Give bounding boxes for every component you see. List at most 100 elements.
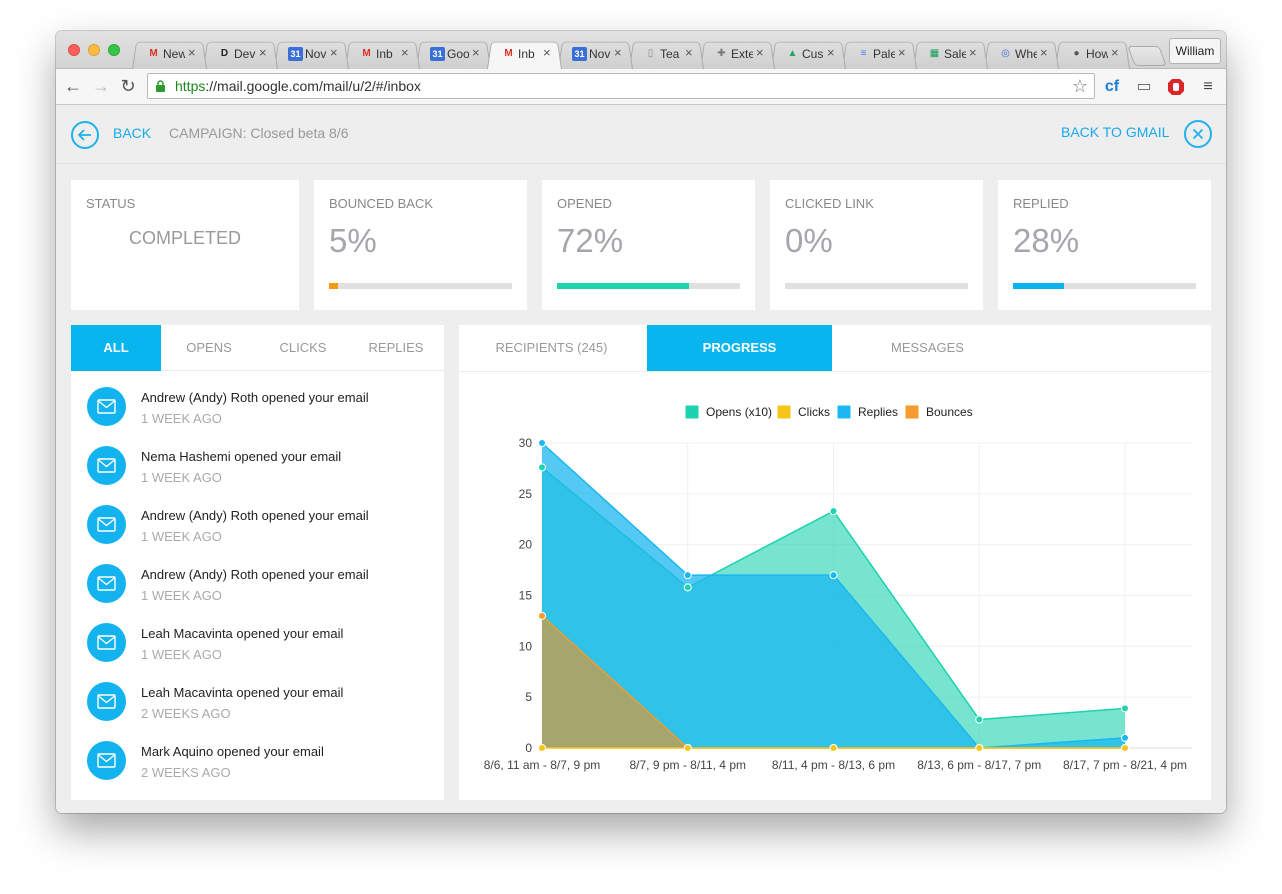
close-window-button[interactable] [68, 44, 80, 56]
tab-title: Nov [305, 47, 327, 61]
data-point [975, 715, 984, 724]
data-point [1121, 744, 1129, 752]
opened-card: OPENED 72% [542, 180, 755, 310]
browser-tab[interactable]: 31 Nov × [558, 38, 633, 69]
browser-tab[interactable]: M Inb × [345, 38, 420, 69]
tab-all[interactable]: ALL [71, 325, 161, 371]
tab-close-icon[interactable]: × [188, 45, 196, 60]
activity-item[interactable]: Mark Aquino opened your email 2 WEEKS AGO [71, 725, 444, 784]
puzzle-icon: ✚ [717, 48, 726, 59]
replied-progress-bar [1013, 283, 1196, 289]
forward-arrow-icon[interactable]: → [92, 76, 110, 96]
y-tick-label: 20 [519, 538, 533, 552]
activity-time: 1 WEEK AGO [141, 647, 222, 662]
data-point [538, 611, 546, 620]
cf-extension-icon[interactable]: cf [1104, 78, 1120, 95]
browser-tab[interactable]: ▦ Sale × [913, 38, 988, 69]
tab-title: Sale [944, 47, 966, 61]
tab-title: Cus [802, 47, 824, 61]
browser-tab[interactable]: 31 Goo × [416, 38, 491, 69]
activity-item[interactable]: Andrew (Andy) Roth opened your email 1 WE… [71, 489, 444, 548]
y-tick-label: 5 [525, 690, 532, 704]
browser-toolbar: ← → ↻ https://mail.google.com/mail/u/2/#… [56, 69, 1226, 105]
tab-close-icon[interactable]: × [330, 45, 338, 60]
close-circle-button[interactable] [1184, 120, 1212, 148]
campaign-title: CAMPAIGN: Closed beta 8/6 [169, 125, 349, 141]
browser-tab[interactable]: ▲ Cus × [771, 38, 846, 69]
tab-messages[interactable]: MESSAGES [891, 340, 964, 355]
tab-strip: M New × D Dev × 31 Nov × M Inb × 31 Goo × M Inb × 31 Nov × ▯ T… [56, 31, 1226, 69]
y-tick-label: 25 [519, 487, 533, 501]
legend-swatch [904, 404, 920, 420]
minimize-window-button[interactable] [88, 44, 100, 56]
cast-icon[interactable]: ▭ [1136, 78, 1152, 95]
data-point [829, 507, 838, 516]
back-to-gmail-button[interactable]: BACK TO GMAIL [1061, 124, 1170, 140]
tab-close-icon[interactable]: × [472, 45, 480, 60]
status-card: STATUS COMPLETED [71, 180, 299, 310]
browser-tab[interactable]: ◎ Whe × [984, 38, 1059, 69]
back-arrow-icon[interactable]: ← [64, 76, 82, 96]
activity-text: Leah Macavinta opened your email [141, 626, 344, 641]
activity-time: 2 WEEKS AGO [141, 706, 231, 721]
tab-close-icon[interactable]: × [969, 45, 977, 60]
address-bar[interactable]: https://mail.google.com/mail/u/2/#/inbox… [147, 73, 1095, 99]
opened-label: OPENED [557, 196, 612, 211]
bookmark-star-icon[interactable]: ☆ [1071, 76, 1088, 96]
data-point [829, 744, 838, 752]
profile-button[interactable]: William [1169, 38, 1221, 64]
tab-close-icon[interactable]: × [543, 45, 551, 60]
activity-item[interactable]: Nema Hashemi opened your email 1 WEEK AGO [71, 430, 444, 489]
activity-time: 1 WEEK AGO [141, 411, 222, 426]
activity-item[interactable]: Andrew (Andy) Roth opened your email 1 WE… [71, 548, 444, 607]
tab-close-icon[interactable]: × [401, 45, 409, 60]
y-tick-label: 15 [519, 589, 533, 603]
envelope-icon [87, 682, 126, 721]
chrome-menu-icon[interactable]: ≡ [1203, 78, 1213, 95]
activity-item[interactable]: Andrew (Andy) Roth opened your email 1 WE… [71, 371, 444, 430]
tab-title: New [163, 47, 185, 61]
calendar-icon: 31 [288, 47, 303, 61]
browser-tab[interactable]: D Dev × [203, 38, 278, 69]
browser-tab[interactable]: M New × [132, 38, 207, 69]
close-icon [1192, 128, 1204, 140]
tab-close-icon[interactable]: × [259, 45, 267, 60]
drive-icon: ▲ [787, 48, 798, 59]
tab-replies[interactable]: REPLIES [368, 340, 424, 355]
lock-icon [156, 80, 165, 92]
tab-close-icon[interactable]: × [756, 45, 764, 60]
clicked-value: 0% [785, 222, 833, 259]
tab-opens[interactable]: OPENS [186, 340, 232, 355]
tab-clicks[interactable]: CLICKS [279, 340, 327, 355]
browser-window: M New × D Dev × 31 Nov × M Inb × 31 Goo × M Inb × 31 Nov × ▯ T… [56, 31, 1226, 813]
tab-close-icon[interactable]: × [1040, 45, 1048, 60]
tab-recipients[interactable]: RECIPIENTS (245) [495, 340, 608, 355]
tab-close-icon[interactable]: × [1111, 45, 1119, 60]
back-button[interactable]: BACK [113, 125, 152, 141]
back-circle-button[interactable] [71, 121, 99, 149]
reload-icon[interactable]: ↻ [120, 76, 136, 96]
browser-tab[interactable]: 31 Nov × [274, 38, 349, 69]
adblock-icon[interactable] [1166, 77, 1186, 97]
browser-tab[interactable]: ▯ Tea × [629, 38, 704, 69]
zoom-window-button[interactable] [108, 44, 120, 56]
tab-close-icon[interactable]: × [827, 45, 835, 60]
tab-progress[interactable]: PROGRESS [647, 325, 832, 371]
browser-tab[interactable]: ● How × [1055, 38, 1130, 69]
tab-title: Dev [234, 47, 256, 61]
tab-close-icon[interactable]: × [614, 45, 622, 60]
browser-tab[interactable]: ≡ Pale × [842, 38, 917, 69]
tab-close-icon[interactable]: × [898, 45, 906, 60]
tab-title: Whe [1015, 47, 1037, 61]
bounced-value: 5% [329, 222, 377, 259]
new-tab-button[interactable] [1127, 46, 1167, 66]
tab-close-icon[interactable]: × [685, 45, 693, 60]
x-tick-label: 8/17, 7 pm - 8/21, 4 pm [1063, 758, 1187, 772]
browser-tab[interactable]: ✚ Exte × [700, 38, 775, 69]
envelope-icon [87, 623, 126, 662]
data-point [1121, 733, 1129, 742]
tab-title: How [1086, 47, 1108, 61]
activity-item[interactable]: Leah Macavinta opened your email 1 WEEK A… [71, 607, 444, 666]
activity-item[interactable]: Leah Macavinta opened your email 2 WEEKS … [71, 666, 444, 725]
browser-tab[interactable]: M Inb × [487, 38, 562, 69]
